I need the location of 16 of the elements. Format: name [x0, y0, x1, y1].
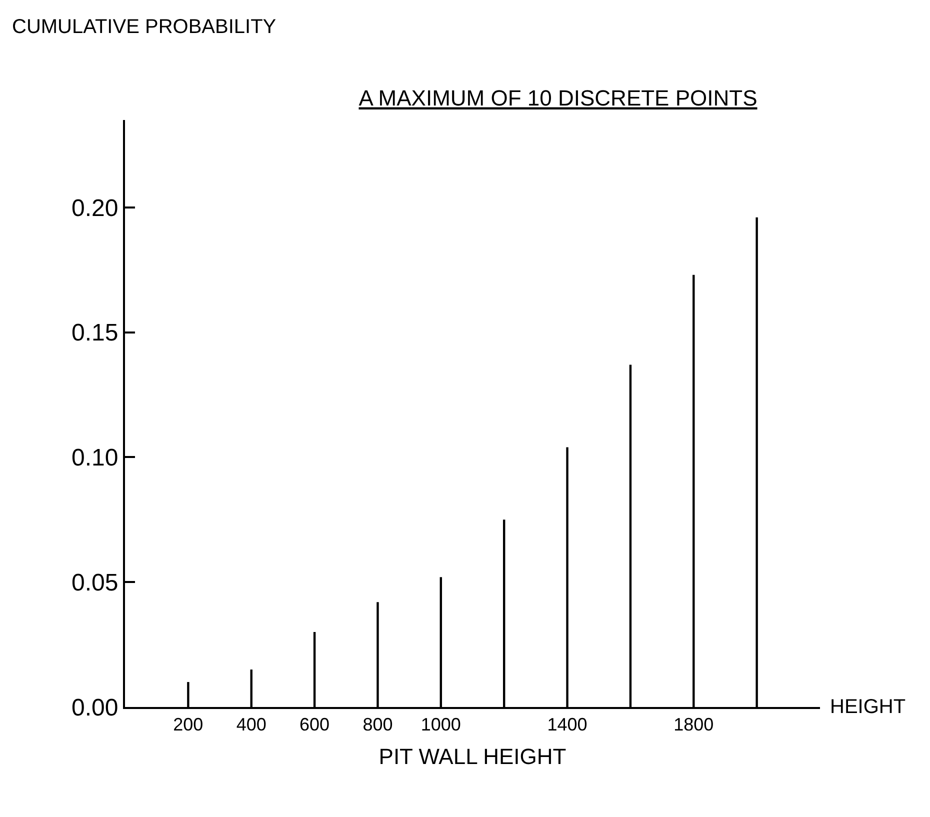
y-tick-label: 0.20: [71, 194, 118, 222]
x-tick-label: 1000: [420, 714, 461, 735]
y-tick-label: 0.00: [71, 694, 118, 722]
y-tick-label: 0.15: [71, 320, 118, 347]
text: HEIGHT: [830, 696, 906, 718]
y-tick-label: 0.10: [71, 444, 118, 472]
x-tick-label: 400: [236, 714, 266, 735]
y-axis-title: CUMULATIVE PROBABILITY: [12, 16, 276, 38]
x-axis-title: PIT WALL HEIGHT: [378, 744, 566, 769]
chart-title: A MAXIMUM OF 10 DISCRETE POINTS: [358, 85, 758, 110]
y-tick-label: 0.05: [71, 570, 118, 597]
x-tick-label: 1400: [547, 714, 588, 735]
x-tick-label: 800: [362, 714, 393, 735]
x-tick-label: 1800: [674, 714, 714, 735]
x-tick-label: 600: [300, 714, 330, 735]
x-tick-label: 200: [173, 714, 204, 735]
